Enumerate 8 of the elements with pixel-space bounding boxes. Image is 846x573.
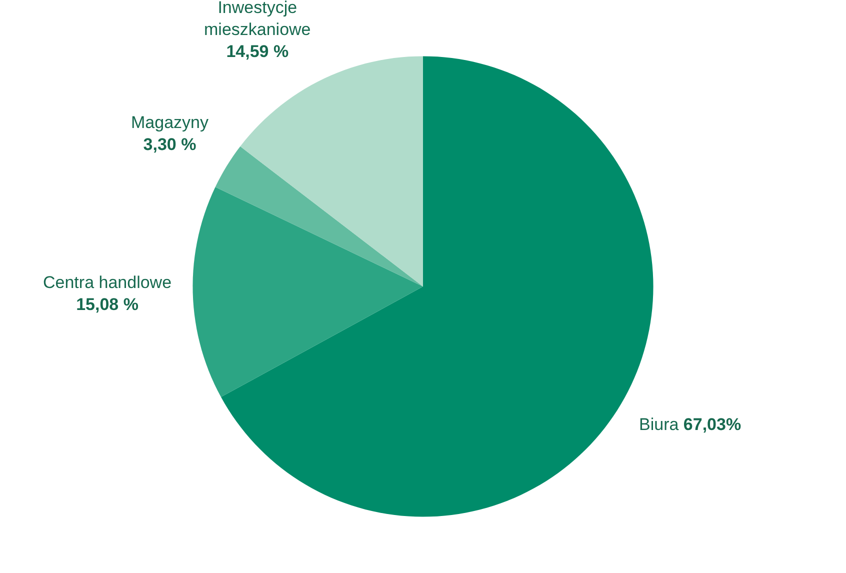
data-label: 67,03% bbox=[683, 415, 742, 434]
slice-label: Biura bbox=[639, 415, 679, 434]
slice-label: Inwestycje mieszkaniowe bbox=[204, 0, 311, 40]
slice-label: Magazyny bbox=[131, 113, 209, 132]
slice-label: Centra handlowe bbox=[43, 273, 172, 292]
data-label: 14,59 % bbox=[226, 42, 289, 62]
data-label: 3,30 % bbox=[143, 135, 196, 154]
data-label: 15,08 % bbox=[76, 295, 138, 314]
